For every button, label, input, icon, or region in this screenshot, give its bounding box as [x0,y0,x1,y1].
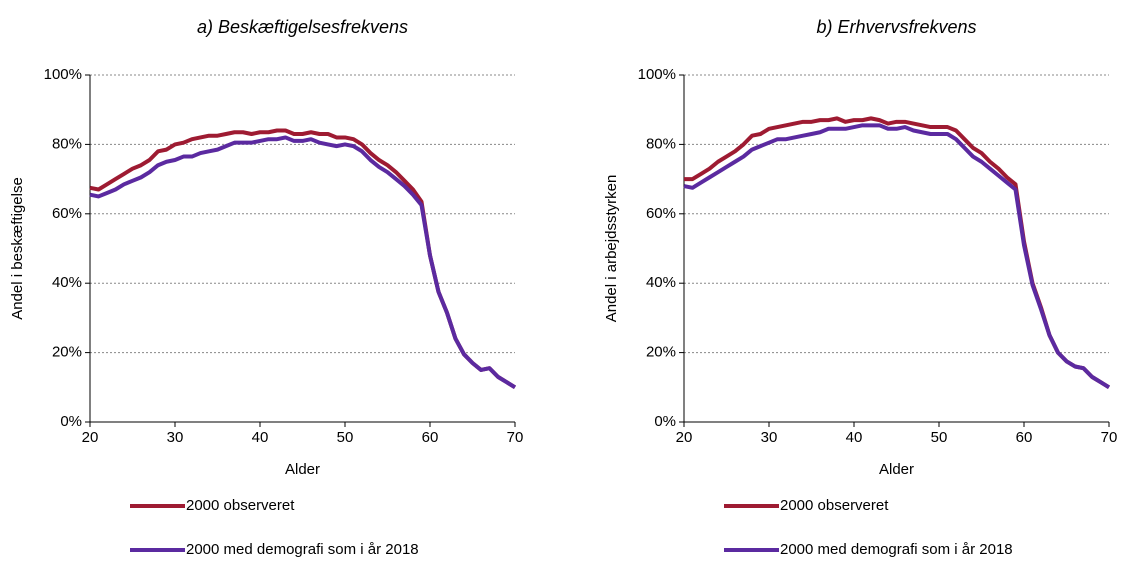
y-tick-label: 40% [646,274,676,291]
y-tick-label: 80% [646,135,676,152]
x-tick-label: 20 [82,429,99,446]
y-tick-label: 100% [638,66,676,83]
y-axis-label: Andel i beskæftigelse [9,177,26,320]
x-axis-label: Alder [285,461,320,478]
legend-label: 2000 med demografi som i år 2018 [186,541,419,558]
y-tick-label: 80% [52,135,82,152]
x-tick-label: 40 [846,429,863,446]
x-tick-label: 70 [1101,429,1118,446]
y-tick-label: 0% [654,413,676,430]
legend-label: 2000 med demografi som i år 2018 [780,541,1013,558]
y-tick-label: 20% [646,344,676,361]
x-tick-label: 40 [252,429,269,446]
legend-label: 2000 observeret [780,497,889,514]
x-tick-label: 30 [761,429,778,446]
x-tick-label: 60 [422,429,439,446]
x-tick-label: 50 [931,429,948,446]
y-tick-label: 0% [60,413,82,430]
x-axis-label: Alder [879,461,914,478]
series-line [683,123,1111,390]
y-tick-label: 60% [52,205,82,222]
chart-title: a) Beskæftigelsesfrekvens [197,17,408,37]
y-axis-label: Andel i arbejdsstyrken [603,175,620,323]
y-tick-label: 20% [52,344,82,361]
legend-label: 2000 observeret [186,497,295,514]
chart-title: b) Erhvervsfrekvens [816,17,976,37]
y-tick-label: 40% [52,274,82,291]
y-tick-label: 100% [44,66,82,83]
x-tick-label: 70 [507,429,524,446]
y-tick-label: 60% [646,205,676,222]
x-tick-label: 50 [337,429,354,446]
x-tick-label: 30 [167,429,184,446]
series-line [89,135,517,390]
x-tick-label: 60 [1016,429,1033,446]
x-tick-label: 20 [676,429,693,446]
series-line [684,116,1111,390]
